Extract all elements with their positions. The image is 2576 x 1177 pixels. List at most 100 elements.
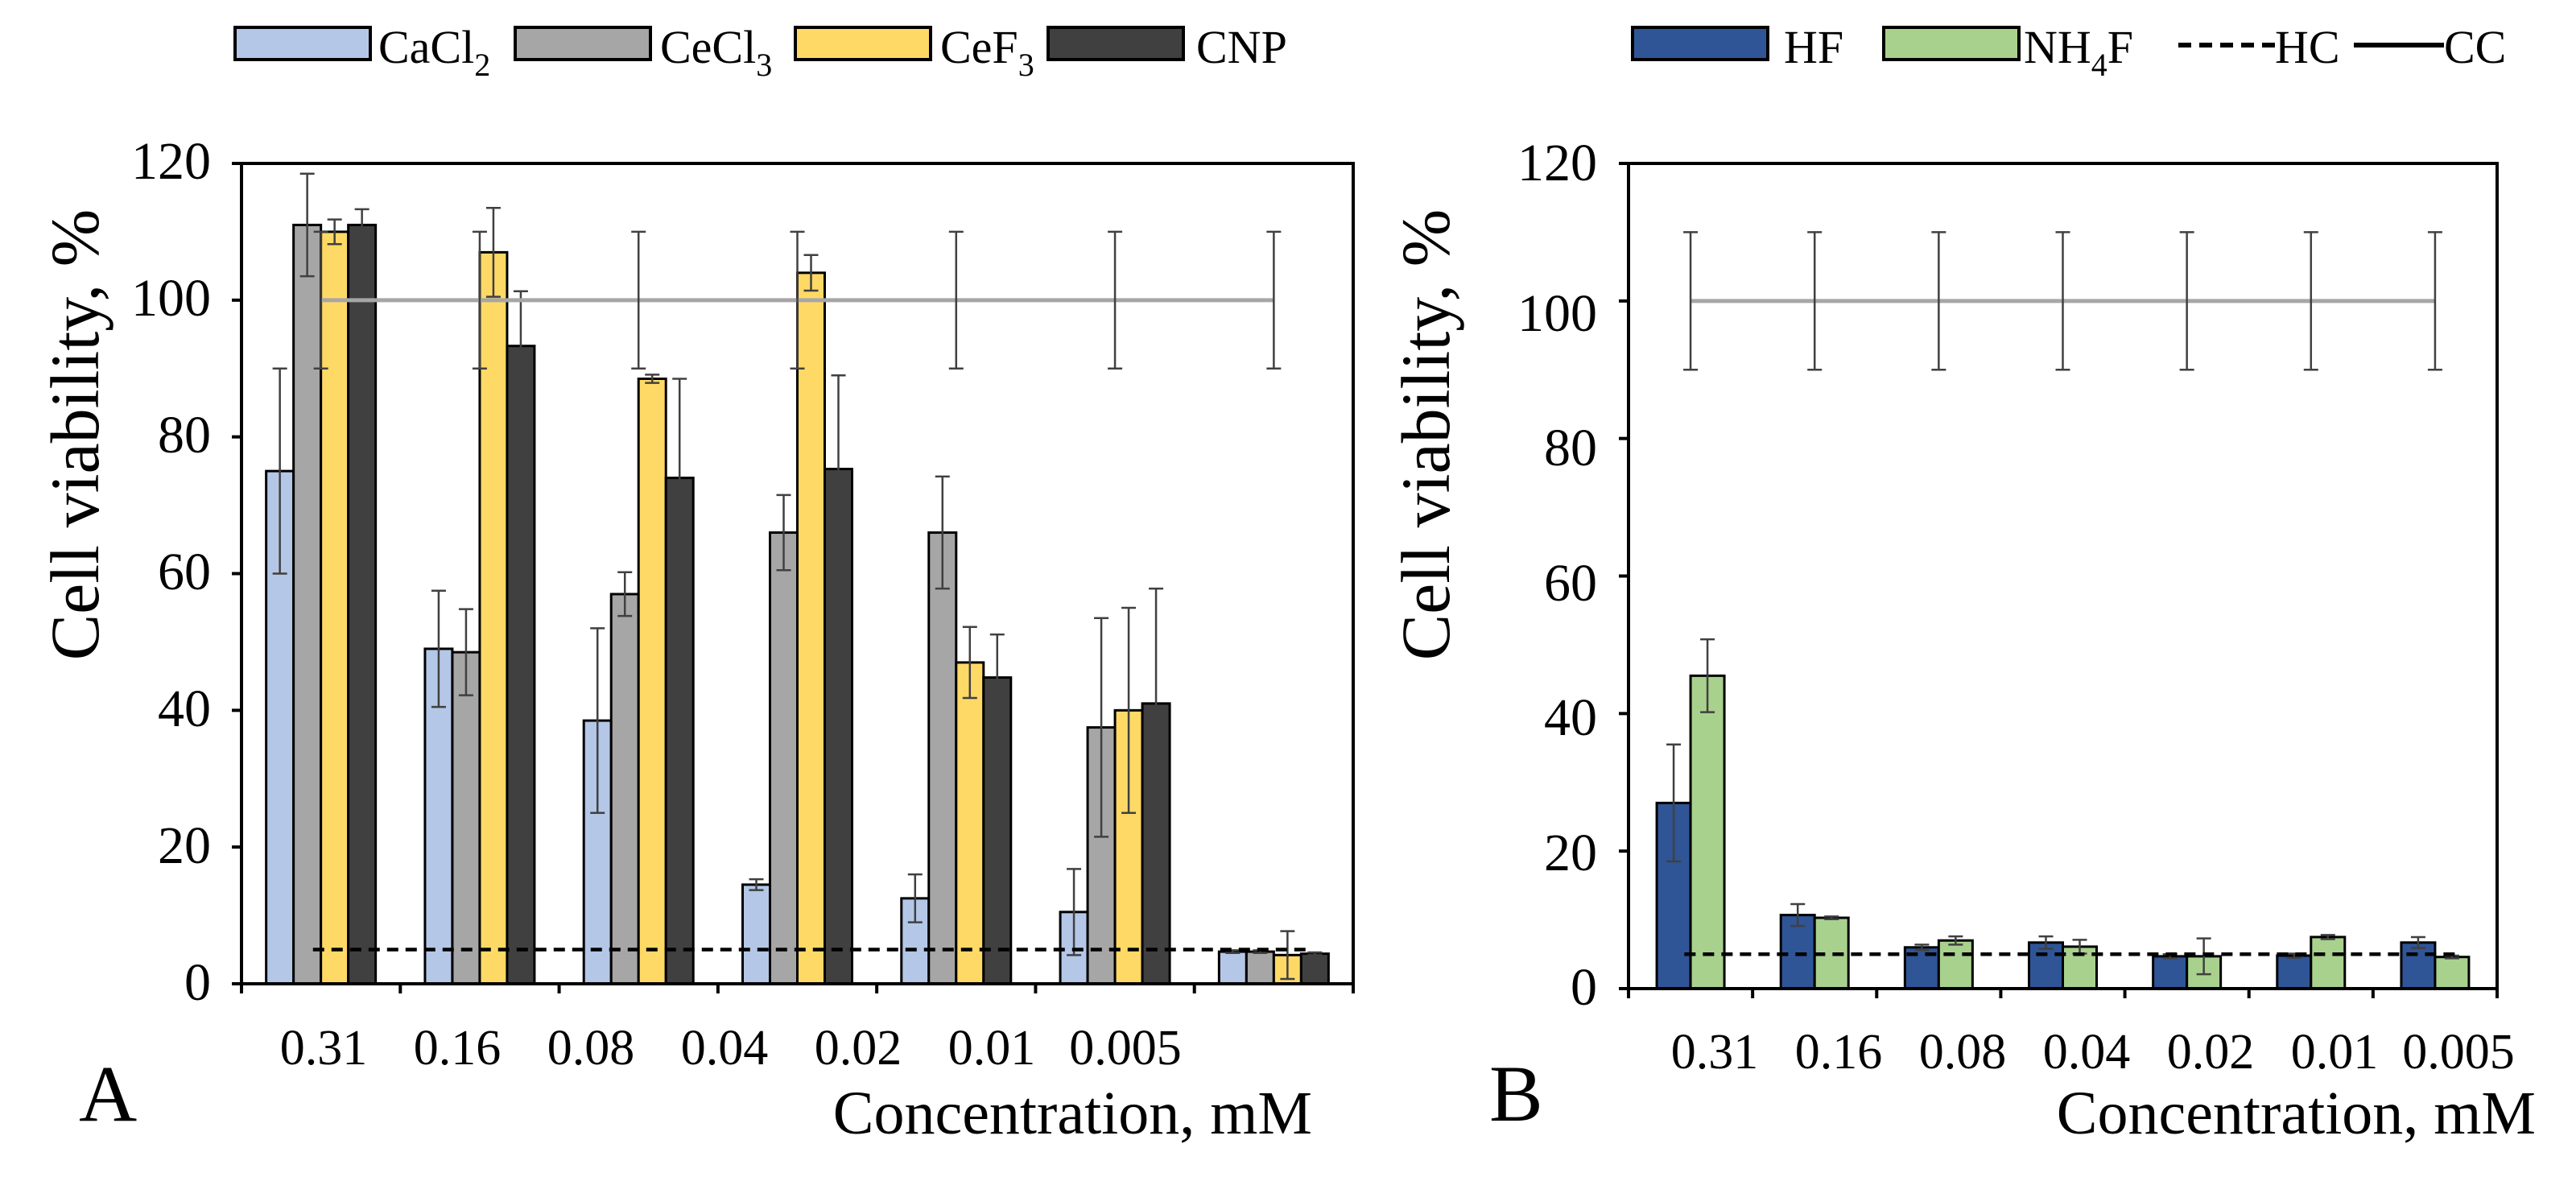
x-tick-label: 0.31 [280, 1021, 368, 1076]
legend-label-hc: HC [2275, 21, 2340, 73]
y-tick-label: 100 [1517, 284, 1597, 343]
error-bar-cc [472, 230, 487, 370]
y-tick-label: 40 [158, 679, 211, 738]
legend-swatch-nh4f [1882, 26, 2021, 61]
legend-swatch-cef3 [794, 26, 932, 61]
error-bar-cacl2 [1067, 868, 1082, 956]
x-tick-label: 0.01 [948, 1021, 1036, 1076]
x-tick-label: 0.16 [414, 1021, 502, 1076]
error-bar-cc [2179, 231, 2194, 371]
bar-cecl3 [927, 531, 958, 985]
error-bar-cef3 [1280, 930, 1295, 981]
panel-a-x-ticks: 0.31 0.16 0.08 0.04 0.02 0.01 0.005 [280, 1021, 1182, 1076]
y-tick-label: 0 [184, 953, 211, 1012]
x-tick-label: 0.04 [2043, 1025, 2131, 1080]
error-bar-hf [1790, 902, 1806, 927]
error-bar-cnp [354, 208, 369, 242]
error-bar-cc [1931, 231, 1946, 371]
legend-swatch-cacl2 [233, 26, 372, 61]
error-bar-cnp [831, 374, 846, 564]
error-bar-cecl3 [617, 571, 633, 617]
error-bar-nh4f [1824, 915, 1839, 920]
error-bar-hf [2410, 935, 2425, 949]
error-bar-cc [948, 230, 964, 370]
panel-a: CaCl2 CeCl3 CeF3 CNP Cell viability, % 0… [36, 21, 1355, 1147]
legend-label-cnp: CNP [1196, 21, 1287, 73]
error-bar-cc [631, 230, 646, 370]
error-bar-cacl2 [272, 367, 287, 575]
error-bar-cc [1266, 230, 1282, 370]
bar-cef3 [637, 377, 667, 985]
bar-cef3 [478, 250, 509, 985]
error-bar-cc [2303, 231, 2318, 371]
bar-cecl3 [769, 531, 799, 985]
x-tick-label: 0.31 [1671, 1025, 1759, 1080]
x-tick-label: 0.005 [2402, 1025, 2515, 1080]
panel-a-legend: CaCl2 CeCl3 CeF3 CNP [233, 21, 1287, 83]
panel-b-y-axis-title: Cell viability, % [1387, 209, 1464, 661]
error-bar-cnp [672, 378, 687, 578]
error-bar-hf [2038, 935, 2054, 950]
bar-cnp [1299, 952, 1330, 985]
error-bar-cef3 [485, 206, 501, 298]
bar-hf [2400, 941, 2437, 990]
error-bar-cnp [989, 633, 1005, 722]
legend-label-cacl2: CaCl2 [378, 21, 490, 83]
error-bar-cef3 [1121, 606, 1137, 814]
error-bar-cecl3 [935, 475, 950, 590]
legend-label-cecl3: CeCl3 [660, 21, 772, 83]
legend-swatch-cecl3 [514, 26, 652, 61]
error-bar-cc [790, 230, 805, 370]
x-tick-label: 0.02 [2167, 1025, 2255, 1080]
bar-cacl2 [1217, 950, 1248, 985]
error-bar-cacl2 [749, 878, 764, 891]
bar-cacl2 [741, 883, 771, 985]
bar-nh4f [1689, 674, 1726, 990]
legend-label-hf: HF [1784, 21, 1843, 73]
error-bar-cef3 [327, 218, 342, 246]
bar-cecl3 [609, 593, 640, 985]
error-bar-nh4f [1700, 638, 1715, 713]
panel-b-legend: HF NH4F HC CC [1631, 21, 2506, 83]
bar-nh4f [1937, 939, 1974, 990]
error-bar-cnp [513, 290, 528, 402]
bar-hf [2276, 954, 2313, 990]
bar-nh4f [2434, 956, 2471, 990]
error-bar-cc [1807, 231, 1823, 371]
bar-cnp [982, 676, 1013, 985]
y-tick-label: 120 [131, 132, 211, 191]
x-tick-label: 0.08 [1919, 1025, 2007, 1080]
error-bar-cacl2 [907, 873, 923, 923]
y-tick-label: 60 [1544, 554, 1597, 613]
error-bar-cnp [1149, 587, 1164, 820]
error-bar-nh4f [1948, 935, 1963, 946]
panel-b-x-axis-title: Concentration, mM [2057, 1080, 2536, 1147]
error-bar-cecl3 [458, 608, 473, 696]
panel-b-label: B [1489, 1049, 1543, 1138]
bar-cnp [347, 223, 378, 985]
panel-b: HF NH4F HC CC Cell viability, % 0 20 40 … [1387, 21, 2536, 1147]
error-bar-cacl2 [431, 589, 446, 708]
error-bar-cef3 [803, 254, 819, 292]
error-bar-cef3 [645, 374, 660, 384]
y-tick-label: 40 [1544, 688, 1597, 747]
panel-b-y-ticks: 0 20 40 60 80 100 120 [1517, 134, 1597, 1017]
plot-frame [1627, 162, 2499, 990]
error-bar-cc [1108, 230, 1123, 370]
error-bar-hf [1666, 743, 1682, 863]
error-bar-cecl3 [299, 172, 315, 278]
y-tick-label: 0 [1571, 958, 1597, 1017]
error-bar-cecl3 [776, 494, 791, 572]
x-tick-label: 0.04 [681, 1021, 769, 1076]
x-tick-label: 0.16 [1795, 1025, 1883, 1080]
error-bar-cef3 [962, 626, 977, 700]
bar-cecl3 [1245, 950, 1275, 985]
bar-cef3 [320, 230, 350, 985]
error-bar-nh4f [2196, 937, 2211, 976]
panel-b-x-ticks: 0.31 0.16 0.08 0.04 0.02 0.01 0.005 [1671, 1025, 2515, 1080]
error-bar-hf [1914, 944, 1930, 952]
x-tick-label: 0.01 [2291, 1025, 2379, 1080]
y-tick-label: 120 [1517, 134, 1597, 192]
y-tick-label: 20 [158, 816, 211, 875]
panel-b-plot [1619, 162, 2499, 998]
